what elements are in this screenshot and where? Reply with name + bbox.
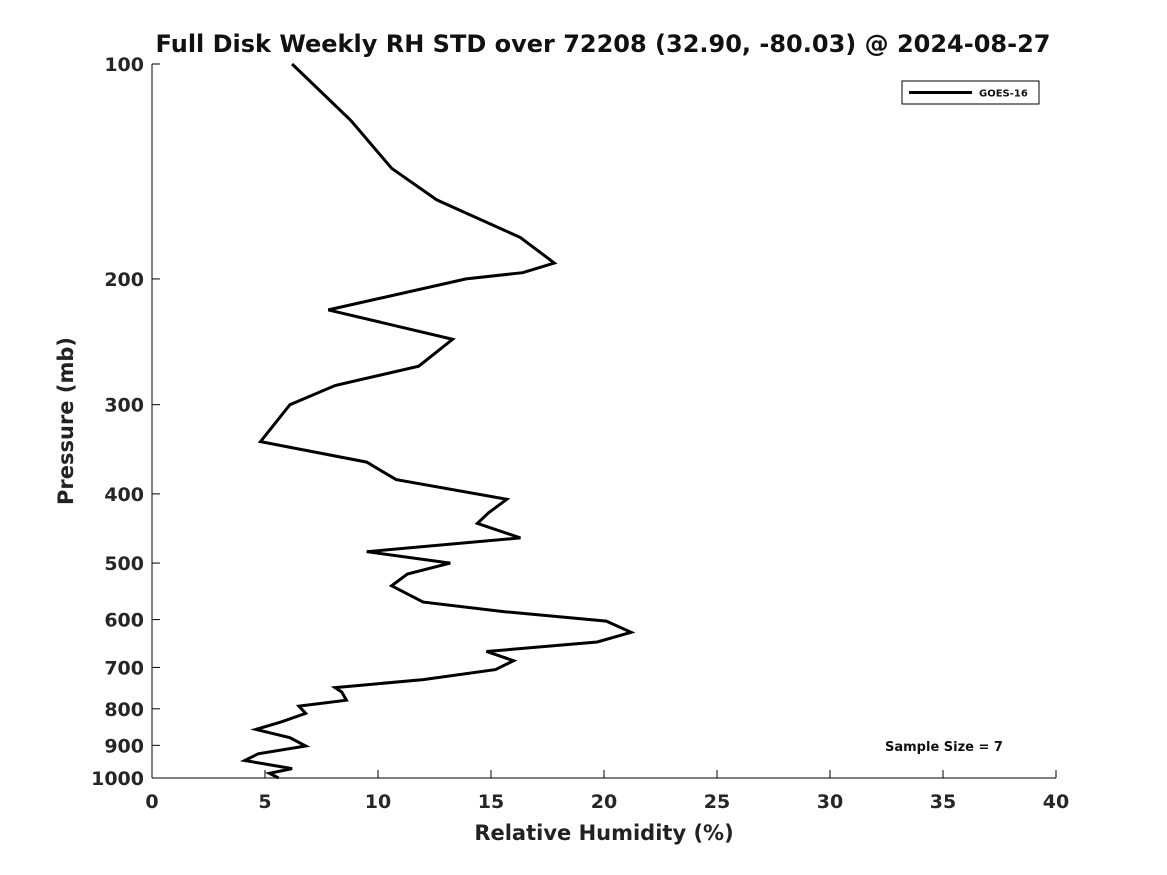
series-line-goes-16 (239, 62, 636, 780)
x-tick-label: 20 (591, 791, 617, 813)
y-tick-label: 700 (104, 657, 144, 679)
x-tick-label: 15 (478, 791, 504, 813)
x-tick-label: 10 (365, 791, 391, 813)
y-axis-label: Pressure (mb) (54, 337, 78, 505)
y-tick-label: 900 (104, 735, 144, 757)
x-tick-label: 0 (145, 791, 158, 813)
y-tick-label: 500 (104, 553, 144, 575)
x-tick-label: 40 (1043, 791, 1069, 813)
chart-title: Full Disk Weekly RH STD over 72208 (32.9… (156, 30, 1051, 58)
x-ticks: 0 5 10 15 20 25 30 35 40 (145, 770, 1069, 813)
x-tick-label: 35 (930, 791, 956, 813)
x-tick-label: 25 (704, 791, 730, 813)
y-tick-label: 200 (104, 269, 144, 291)
legend: GOES-16 (901, 80, 1040, 105)
legend-label: GOES-16 (979, 89, 1028, 100)
x-tick-label: 30 (817, 791, 843, 813)
y-tick-label: 1000 (91, 768, 144, 790)
y-tick-label: 100 (104, 54, 144, 76)
x-tick-label: 5 (258, 791, 271, 813)
y-tick-label: 800 (104, 699, 144, 721)
y-tick-label: 600 (104, 610, 144, 632)
series-group (239, 62, 636, 780)
y-tick-label: 300 (104, 395, 144, 417)
sample-size-annotation: Sample Size = 7 (885, 740, 1003, 755)
x-axis-label: Relative Humidity (%) (474, 821, 733, 845)
plot-area: 0 5 10 15 20 25 30 35 40 100 200 300 400 500 600 700 80… (91, 54, 1069, 813)
y-ticks: 100 200 300 400 500 600 700 800 900 1000 (91, 54, 160, 790)
y-tick-label: 400 (104, 484, 144, 506)
